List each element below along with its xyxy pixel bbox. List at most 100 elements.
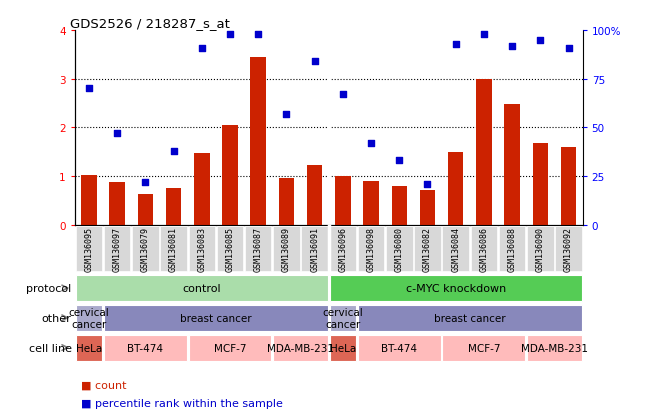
Bar xyxy=(76,335,102,361)
Text: control: control xyxy=(182,283,221,293)
Point xyxy=(169,148,179,154)
Text: MCF-7: MCF-7 xyxy=(214,343,246,353)
Bar xyxy=(81,176,97,225)
Bar xyxy=(217,226,243,272)
Bar xyxy=(166,189,182,225)
Text: cell line: cell line xyxy=(29,343,72,353)
Point xyxy=(450,41,461,48)
Bar xyxy=(471,226,497,272)
Point xyxy=(535,37,546,44)
Bar xyxy=(363,181,379,225)
Bar xyxy=(104,226,130,272)
Text: cervical
cancer: cervical cancer xyxy=(68,307,109,329)
Text: BT-474: BT-474 xyxy=(128,343,163,353)
Text: GSM136084: GSM136084 xyxy=(451,226,460,271)
Text: GSM136089: GSM136089 xyxy=(282,226,291,271)
Bar xyxy=(527,335,582,361)
Point xyxy=(478,31,489,38)
Point xyxy=(338,92,348,98)
Point xyxy=(112,131,122,137)
Bar xyxy=(307,166,322,225)
Bar xyxy=(476,79,492,225)
Text: GSM136079: GSM136079 xyxy=(141,226,150,271)
Point xyxy=(563,45,574,52)
Text: protocol: protocol xyxy=(26,283,72,293)
Point xyxy=(197,45,207,52)
Bar xyxy=(561,147,576,225)
Text: MDA-MB-231: MDA-MB-231 xyxy=(521,343,588,353)
Bar xyxy=(329,275,582,301)
Text: GSM136098: GSM136098 xyxy=(367,226,376,271)
Bar xyxy=(358,226,384,272)
Bar xyxy=(104,305,328,331)
Text: breast cancer: breast cancer xyxy=(180,313,252,323)
Text: GSM136085: GSM136085 xyxy=(225,226,234,271)
Bar xyxy=(358,305,582,331)
Text: GSM136096: GSM136096 xyxy=(339,226,348,271)
Bar xyxy=(533,144,548,225)
Bar xyxy=(386,226,413,272)
Text: cervical
cancer: cervical cancer xyxy=(322,307,363,329)
Text: GSM136088: GSM136088 xyxy=(508,226,517,271)
Text: breast cancer: breast cancer xyxy=(434,313,506,323)
Point xyxy=(140,179,150,186)
Text: ■ count: ■ count xyxy=(81,380,127,389)
Text: GSM136092: GSM136092 xyxy=(564,226,573,271)
Bar xyxy=(251,58,266,225)
Bar xyxy=(137,195,153,225)
Point xyxy=(253,31,264,38)
Point xyxy=(309,59,320,65)
Bar xyxy=(245,226,271,272)
Text: GSM136081: GSM136081 xyxy=(169,226,178,271)
Text: HeLa: HeLa xyxy=(330,343,356,353)
Bar xyxy=(104,335,187,361)
Bar xyxy=(160,226,187,272)
Bar xyxy=(273,226,299,272)
Bar xyxy=(443,335,525,361)
Bar xyxy=(527,226,553,272)
Point xyxy=(422,181,433,188)
Text: c-MYC knockdown: c-MYC knockdown xyxy=(406,283,506,293)
Text: GSM136091: GSM136091 xyxy=(310,226,319,271)
Bar xyxy=(391,186,407,225)
Bar xyxy=(443,226,469,272)
Text: GDS2526 / 218287_s_at: GDS2526 / 218287_s_at xyxy=(70,17,230,30)
Bar xyxy=(335,177,351,225)
Text: GSM136095: GSM136095 xyxy=(85,226,94,271)
Text: GSM136087: GSM136087 xyxy=(254,226,263,271)
Text: GSM136080: GSM136080 xyxy=(395,226,404,271)
Text: GSM136082: GSM136082 xyxy=(423,226,432,271)
Text: GSM136083: GSM136083 xyxy=(197,226,206,271)
Bar xyxy=(414,226,441,272)
Bar xyxy=(505,105,520,225)
Bar xyxy=(301,226,328,272)
Text: GSM136097: GSM136097 xyxy=(113,226,122,271)
Bar xyxy=(109,183,125,225)
Bar xyxy=(279,179,294,225)
Bar xyxy=(76,275,328,301)
Bar xyxy=(358,335,441,361)
Bar xyxy=(329,226,356,272)
Bar xyxy=(555,226,582,272)
Bar xyxy=(222,126,238,225)
Bar xyxy=(329,335,356,361)
Text: GSM136090: GSM136090 xyxy=(536,226,545,271)
Bar xyxy=(329,305,356,331)
Text: other: other xyxy=(42,313,72,323)
Text: ■ percentile rank within the sample: ■ percentile rank within the sample xyxy=(81,398,283,408)
Bar xyxy=(194,153,210,225)
Bar xyxy=(76,226,102,272)
Text: MDA-MB-231: MDA-MB-231 xyxy=(267,343,334,353)
Bar xyxy=(448,152,464,225)
Bar xyxy=(132,226,159,272)
Bar xyxy=(499,226,525,272)
Text: BT-474: BT-474 xyxy=(381,343,417,353)
Bar xyxy=(189,226,215,272)
Bar xyxy=(420,190,436,225)
Point xyxy=(507,43,518,50)
Point xyxy=(366,140,376,147)
Point xyxy=(281,111,292,118)
Point xyxy=(84,86,94,93)
Text: GSM136086: GSM136086 xyxy=(479,226,488,271)
Bar xyxy=(76,305,102,331)
